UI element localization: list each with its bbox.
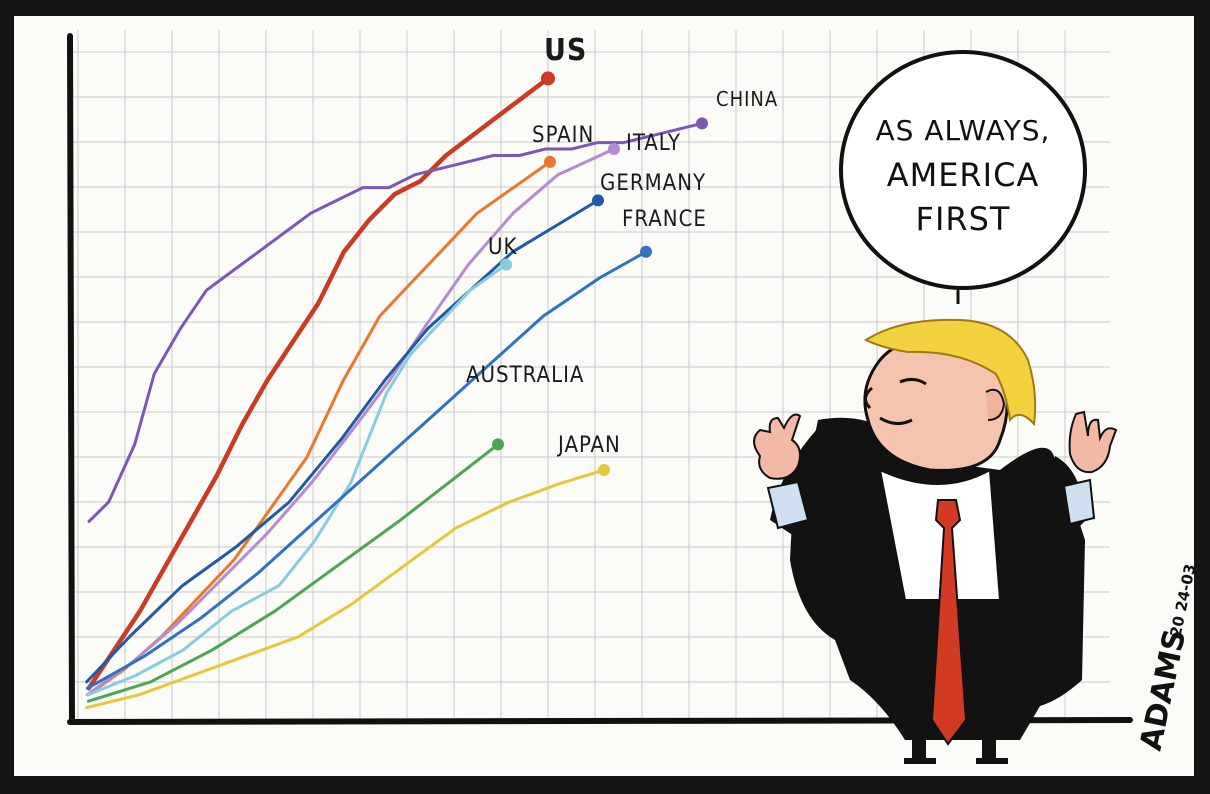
series-line-us <box>86 76 551 691</box>
artist-signature: ADAMS 20 24-03 <box>1134 562 1200 753</box>
speech-bubble: AS ALWAYS, AMERICA FIRST <box>839 50 1087 304</box>
bubble-line-1: AS ALWAYS, <box>876 114 1051 147</box>
right-hand <box>1068 410 1118 474</box>
label-spain: SPAIN <box>532 123 594 148</box>
series-end-point-germany <box>592 194 604 207</box>
label-china: CHINA <box>716 87 778 111</box>
series-end-point-italy <box>608 143 620 155</box>
label-germany: GERMANY <box>600 171 706 196</box>
label-us: US <box>544 33 587 68</box>
label-uk: UK <box>488 235 517 260</box>
bubble-line-2: AMERICA <box>887 156 1040 194</box>
right-foot <box>976 758 1008 764</box>
tie <box>930 499 968 746</box>
left-foot <box>904 758 936 764</box>
series-end-point-france <box>640 245 652 258</box>
label-japan: JAPAN <box>556 433 621 458</box>
bubble-line-3: FIRST <box>916 200 1011 238</box>
left-leg <box>912 736 926 762</box>
series-line-australia <box>86 442 500 703</box>
series-layer <box>85 71 708 710</box>
series-end-point-us <box>541 71 555 86</box>
label-australia: AUSTRALIA <box>466 363 584 388</box>
series-end-point-uk <box>500 258 512 271</box>
series-end-point-japan <box>598 464 610 476</box>
series-end-point-spain <box>544 155 556 168</box>
series-line-france <box>85 250 648 690</box>
series-line-uk <box>86 263 508 697</box>
caricature-figure <box>753 318 1118 764</box>
face-eye <box>899 377 927 386</box>
series-line-china <box>87 121 704 523</box>
signature-date: 20 24-03 <box>1167 562 1200 638</box>
right-leg <box>982 736 996 762</box>
label-france: FRANCE <box>622 207 707 232</box>
hair <box>863 318 1037 427</box>
left-cuff <box>766 480 810 530</box>
series-line-germany <box>85 198 600 684</box>
series-line-spain <box>86 160 552 697</box>
series-end-point-australia <box>492 438 504 451</box>
face-nose <box>864 386 874 410</box>
label-italy: ITALY <box>626 131 681 156</box>
left-hand <box>753 413 802 480</box>
right-cuff <box>1062 478 1096 526</box>
face-ear <box>985 388 1006 421</box>
series-line-japan <box>85 468 606 710</box>
series-line-italy <box>85 147 616 697</box>
signature-name: ADAMS <box>1134 626 1194 753</box>
series-end-point-china <box>696 117 708 130</box>
face-mouth <box>879 416 913 425</box>
y-axis <box>67 33 75 725</box>
shirt <box>878 468 1002 601</box>
